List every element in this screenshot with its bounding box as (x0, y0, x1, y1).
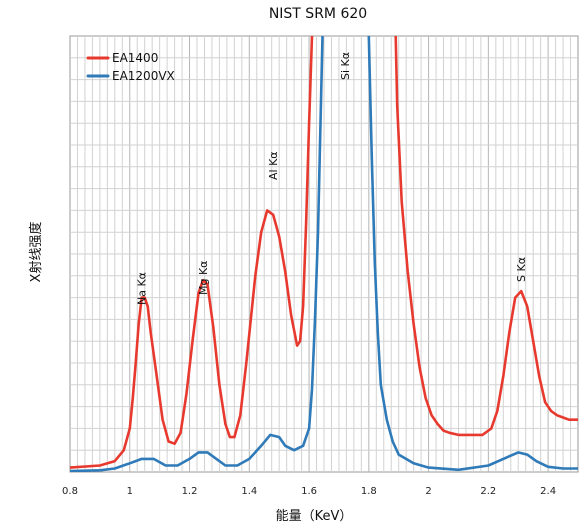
x-axis-ticks: 0.8 1 1.2 1.4 1.6 1.8 2 2.2 2.4 (62, 486, 556, 497)
x-tick-label: 1.2 (182, 486, 198, 497)
x-tick-label: 1.6 (301, 486, 317, 497)
peak-label: Si Kα (339, 52, 352, 80)
x-tick-label: 1.8 (361, 486, 377, 497)
peak-label: Al Kα (267, 151, 280, 180)
x-tick-label: 2 (425, 486, 431, 497)
x-tick-label: 2.4 (540, 486, 556, 497)
series-line-ea1200vx (367, 36, 578, 472)
chart-title: NIST SRM 620 (269, 6, 367, 22)
peak-label: Mg Kα (197, 261, 210, 295)
x-tick-label: 0.8 (62, 486, 78, 497)
grid (69, 35, 579, 473)
y-axis-title: X射线强度 (28, 222, 44, 283)
x-tick-label: 2.2 (480, 486, 496, 497)
x-tick-label: 1 (127, 486, 133, 497)
series-line-ea1200vx (70, 36, 324, 472)
series-line-ea1400 (70, 36, 314, 469)
peak-label: Na Kα (136, 272, 149, 305)
series-line-ea1400 (394, 36, 578, 437)
peak-annotations: Na Kα Mg Kα Al Kα Si Kα S Kα (136, 52, 529, 305)
legend-label: EA1400 (112, 51, 158, 65)
legend-label: EA1200VX (112, 69, 175, 83)
x-tick-label: 1.4 (241, 486, 257, 497)
x-axis-title: 能量（KeV） (276, 509, 353, 524)
series-layer (70, 36, 578, 472)
peak-label: S Kα (515, 257, 528, 282)
legend: EA1400 EA1200VX (86, 51, 175, 83)
